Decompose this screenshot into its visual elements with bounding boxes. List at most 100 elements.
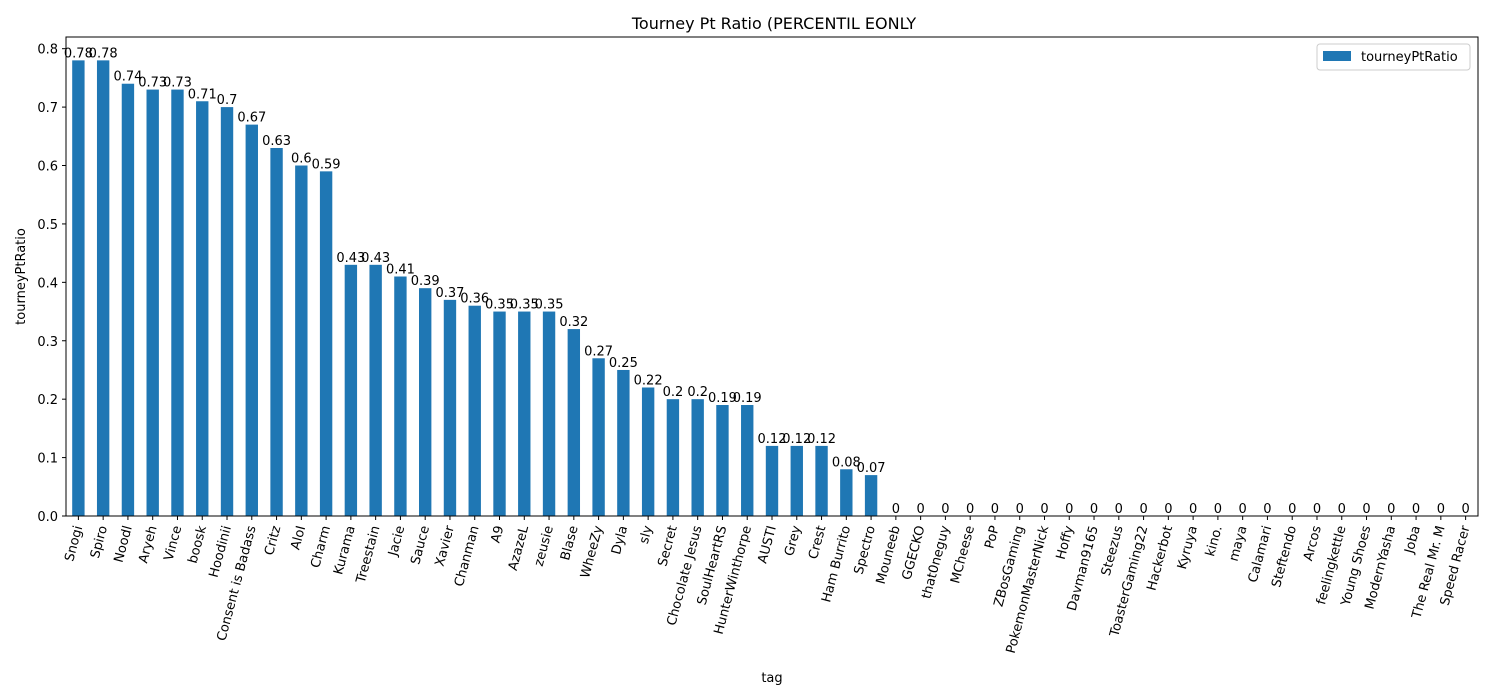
data-label: 0 <box>1412 502 1420 517</box>
data-label: 0.36 <box>460 292 489 307</box>
x-tick-label: sly <box>637 524 656 546</box>
data-label: 0 <box>941 502 949 517</box>
data-label: 0 <box>916 502 924 517</box>
bar <box>171 89 184 516</box>
x-tick-label: Kyruya <box>1175 524 1201 571</box>
data-label: 0 <box>1263 502 1271 517</box>
x-tick-label: Secret <box>656 524 681 568</box>
x-tick-label: Chanman <box>452 524 483 588</box>
data-label: 0.39 <box>411 274 440 289</box>
plot-frame <box>65 36 1479 517</box>
bar <box>96 60 110 517</box>
bar <box>270 147 283 517</box>
data-label: 0 <box>1387 502 1395 517</box>
data-label: 0.41 <box>386 263 415 278</box>
x-tick-label: A9 <box>488 524 507 544</box>
bar <box>518 311 531 516</box>
x-tick-label: boosk <box>186 524 211 565</box>
data-label: 0 <box>1090 502 1098 517</box>
x-tick-label: Kurama <box>331 524 358 576</box>
y-tick-label: 0.5 <box>37 218 58 233</box>
data-label: 0 <box>1437 502 1445 517</box>
x-tick-label: PoP <box>982 524 1003 550</box>
data-label: 0.2 <box>663 385 684 400</box>
bar <box>419 288 432 516</box>
data-label: 0 <box>1065 502 1073 517</box>
data-label: 0 <box>1016 502 1024 517</box>
bar <box>468 305 481 516</box>
data-label: 0.78 <box>89 46 118 61</box>
data-label: 0 <box>1239 502 1247 517</box>
x-tick-label: Aryeh <box>136 524 160 565</box>
x-tick-label: Spectro <box>852 524 879 576</box>
bar <box>369 264 382 516</box>
legend: tourneyPtRatio <box>1316 43 1471 71</box>
x-tick-label: Hoodinii <box>207 524 235 579</box>
bar <box>72 60 85 517</box>
bar <box>443 299 457 516</box>
legend-swatch <box>1323 51 1351 61</box>
bars-layer <box>72 60 878 517</box>
x-tick-label: AUSTI <box>755 524 779 565</box>
data-label: 0.12 <box>782 432 811 447</box>
data-label: 0.67 <box>237 111 266 126</box>
data-label: 0.74 <box>113 70 142 85</box>
data-label: 0.35 <box>510 298 539 313</box>
x-axis: Snogi Spiro Noodl Aryeh Vince booskHoodiniiCo… <box>62 516 1474 655</box>
bar <box>666 399 680 516</box>
data-label: 0 <box>1189 502 1197 517</box>
bar <box>815 445 828 516</box>
x-tick-label: zeusie <box>532 524 557 568</box>
data-label: 0 <box>1313 502 1321 517</box>
x-tick-label: Hoffy <box>1054 524 1077 561</box>
bar <box>319 171 333 517</box>
bar <box>493 311 506 516</box>
x-tick-label: Snogi <box>62 524 86 563</box>
x-tick-label: MCheese <box>948 524 978 585</box>
data-label: 0 <box>991 502 999 517</box>
bar <box>567 329 581 516</box>
y-axis-label: tourneyPtRatio <box>14 228 29 325</box>
bar <box>617 369 630 516</box>
x-tick-label: maya <box>1227 524 1251 563</box>
x-tick-label: Sauce <box>408 524 433 566</box>
x-tick-label: Grey <box>782 524 805 558</box>
bar <box>220 107 234 516</box>
bar <box>542 311 556 516</box>
bar <box>394 276 407 516</box>
bar <box>840 469 853 516</box>
data-label: 0.2 <box>687 385 708 400</box>
data-label: 0.22 <box>634 373 663 388</box>
data-label: 0 <box>1338 502 1346 517</box>
data-label: 0 <box>1115 502 1123 517</box>
x-tick-label: Xavier <box>433 524 458 569</box>
data-label: 0.63 <box>262 134 291 149</box>
bar <box>790 445 803 516</box>
x-tick-label: Blase <box>558 524 582 562</box>
bar <box>245 124 258 516</box>
x-tick-label: Steftendo <box>1269 524 1300 589</box>
data-label: 0 <box>1214 502 1222 517</box>
data-label: 0.35 <box>485 298 514 313</box>
data-label: 0 <box>1461 502 1469 517</box>
bar <box>864 475 878 516</box>
x-tick-label: AzazeL <box>506 523 533 572</box>
bar <box>765 445 779 516</box>
x-tick-label: Charm <box>308 524 334 569</box>
data-label: 0.12 <box>807 432 836 447</box>
x-tick-label: Noodl <box>112 524 136 564</box>
x-tick-label: Joba <box>1402 524 1424 556</box>
y-tick-label: 0.2 <box>37 393 58 408</box>
x-tick-label: Vince <box>162 524 186 562</box>
data-label: 0 <box>966 502 974 517</box>
x-tick-label: Crest <box>806 524 829 561</box>
bar <box>741 405 754 516</box>
data-label: 0.27 <box>584 344 613 359</box>
data-label: 0.6 <box>291 152 312 167</box>
x-tick-label: Critz <box>262 524 284 557</box>
x-tick-label: Steezus <box>1099 524 1127 578</box>
y-tick-label: 0.0 <box>37 510 58 525</box>
data-label: 0.19 <box>708 391 737 406</box>
data-label: 0.7 <box>217 93 238 108</box>
